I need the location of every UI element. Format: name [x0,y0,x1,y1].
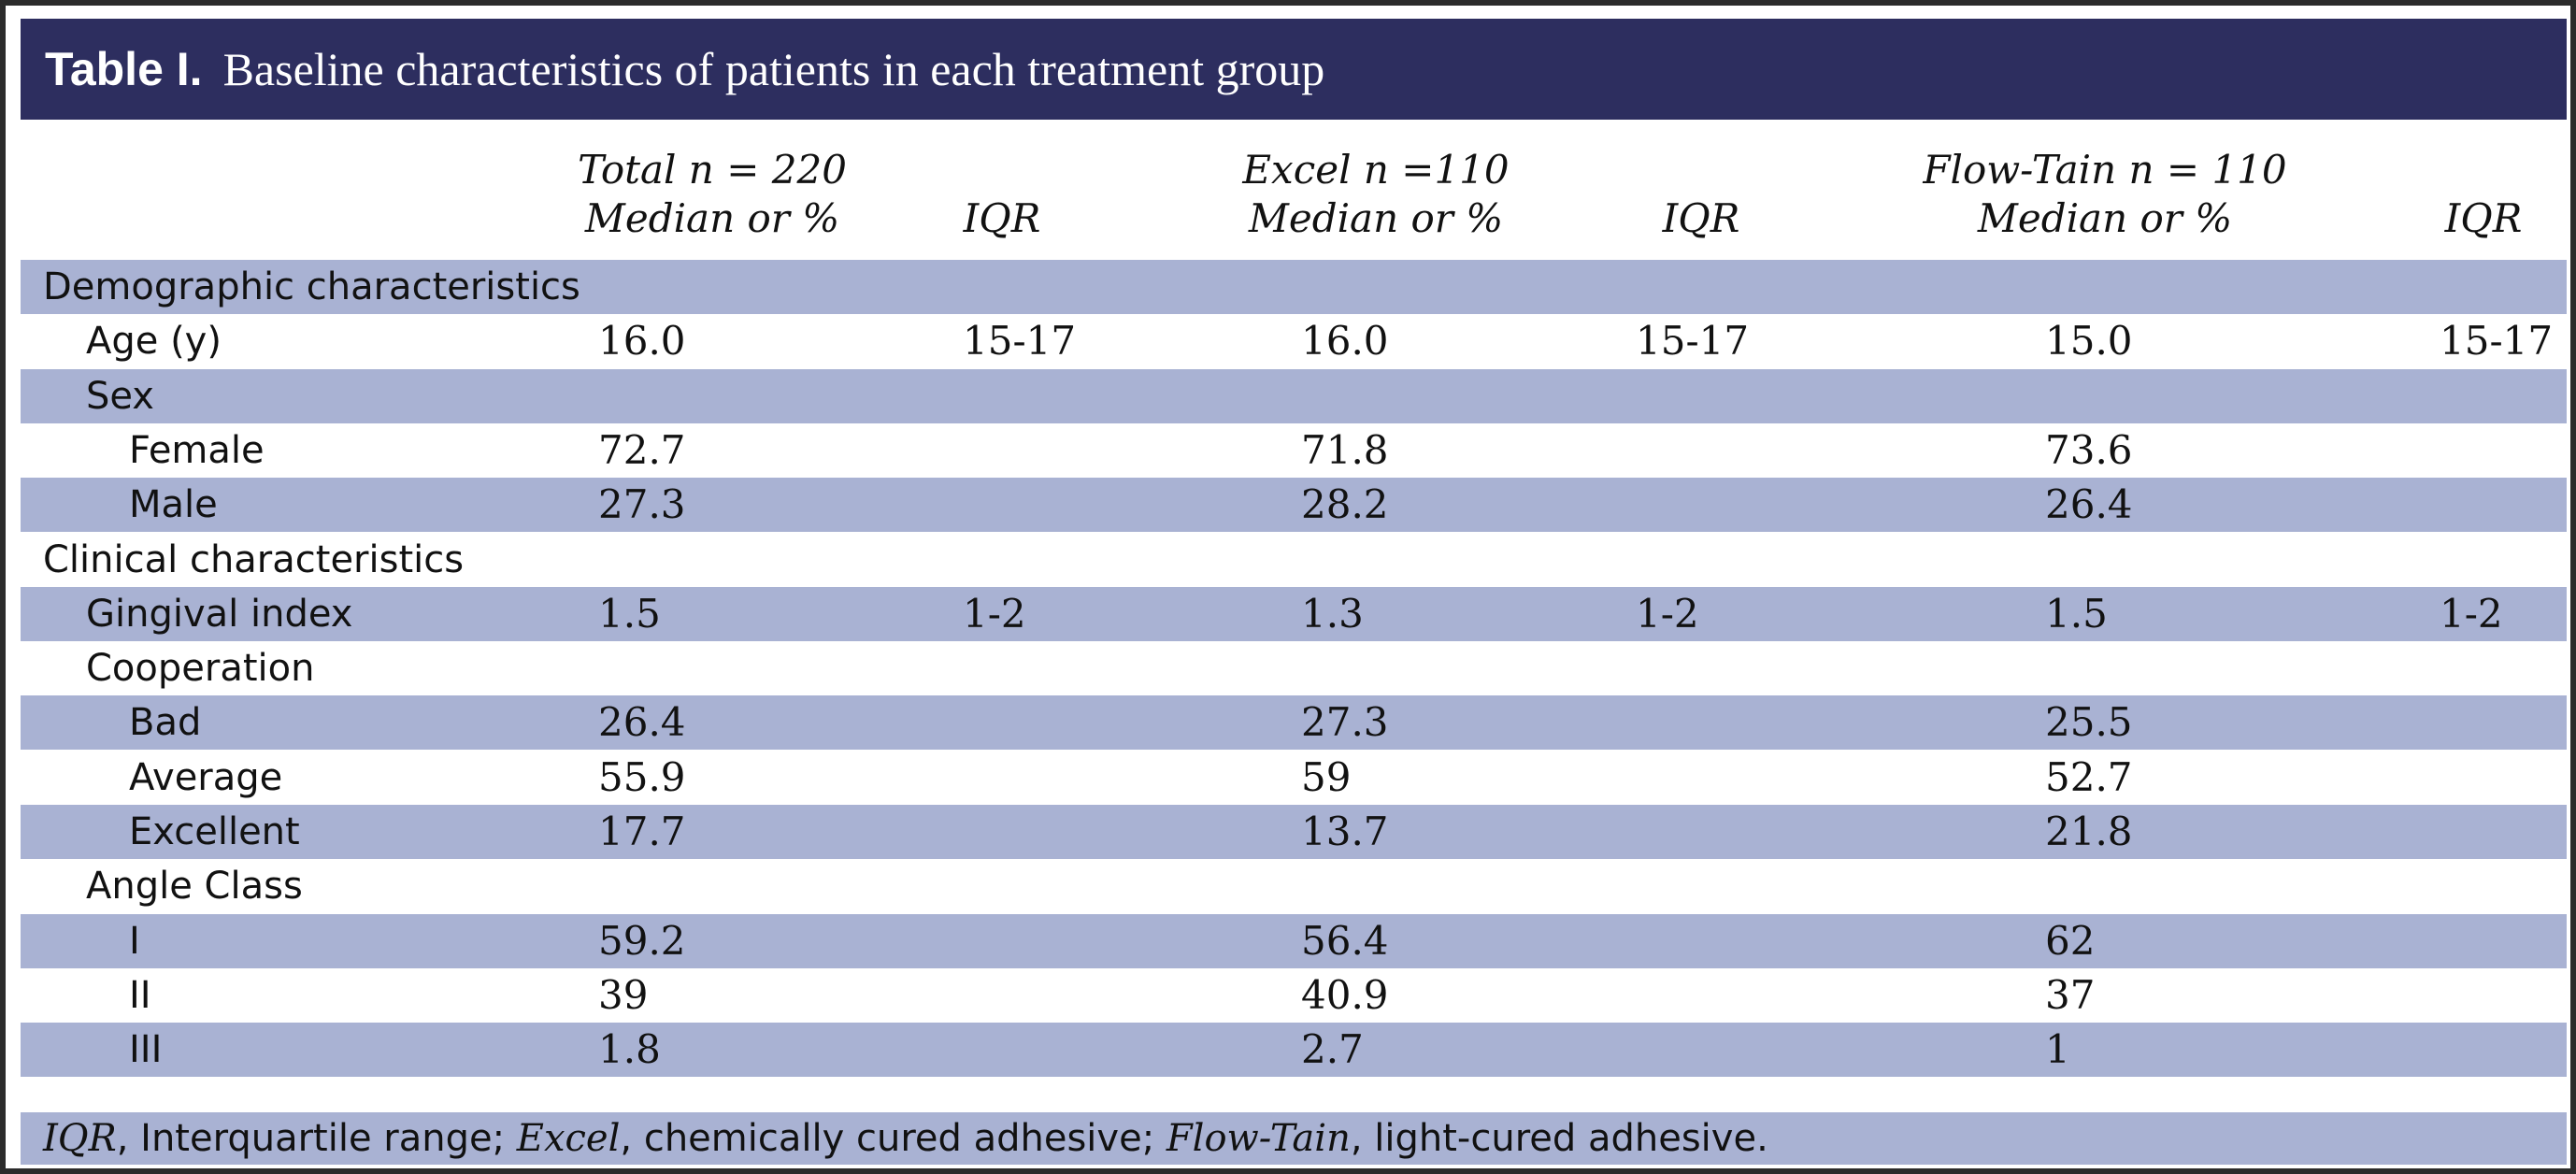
cell-excel-iqr: 15-17 [1636,318,1750,365]
cell-flow: 73.6 [2045,426,2133,473]
cell-flow: 1 [2045,1026,2070,1073]
cell-total: 55.9 [598,753,686,800]
cell-total-iqr: 1-2 [963,590,1026,637]
table-row: Male 27.3 28.2 26.4 [21,478,2567,533]
row-label: Demographic characteristics [43,265,580,308]
row-label: Gingival index [86,592,353,636]
header-flow: Flow-Tain n = 110 Median or % [1899,146,2311,243]
table-header: Total n = 220 Median or % IQR Excel n =1… [21,146,2567,258]
table-label: Table I. [45,43,203,95]
footnote-def-excel: , chemically cured adhesive; [620,1117,1166,1160]
cell-flow: 62 [2045,917,2096,964]
cell-total: 72.7 [598,426,686,473]
cell-excel: 28.2 [1301,481,1389,528]
table-row: Sex [21,368,2567,423]
cell-excel: 13.7 [1301,809,1389,854]
row-label: III [129,1028,163,1072]
cell-flow: 15.0 [2045,318,2133,365]
header-total-iqr: IQR [963,195,1041,241]
table-row: Average 55.9 59 52.7 [21,751,2567,805]
footnote-abbr-flow: Flow-Tain [1166,1117,1351,1160]
row-label: II [129,973,151,1017]
cell-excel: 71.8 [1301,426,1389,473]
table-row: Demographic characteristics [21,260,2567,314]
table-row: Excellent 17.7 13.7 21.8 [21,805,2567,859]
header-flow-iqr: IQR [2444,195,2523,241]
table-row: Gingival index 1.5 1-2 1.3 1-2 1.5 1-2 [21,586,2567,641]
cell-excel: 56.4 [1301,917,1389,964]
header-flow-line1: Flow-Tain n = 110 [1923,147,2287,193]
table-row: Bad 26.4 27.3 25.5 [21,695,2567,751]
row-label: Clinical characteristics [43,537,465,581]
footnote-abbr-iqr: IQR [43,1117,117,1160]
table-title: Baseline characteristics of patients in … [222,43,1325,95]
cell-flow: 37 [2045,971,2096,1018]
cell-flow: 25.5 [2045,699,2133,746]
row-label: Excellent [129,810,300,853]
cell-excel: 27.3 [1301,699,1389,746]
cell-excel: 40.9 [1301,971,1389,1018]
cell-total: 26.4 [598,699,686,746]
table-row: Cooperation [21,641,2567,695]
cell-flow-iqr: 15-17 [2440,318,2554,365]
header-total-line1: Total n = 220 [578,147,847,193]
cell-total-iqr: 15-17 [963,318,1077,365]
cell-excel: 59 [1301,753,1352,800]
cell-total: 1.5 [598,590,661,637]
table-row: Female 72.7 71.8 73.6 [21,423,2567,478]
table-row: III 1.8 2.7 1 [21,1023,2567,1078]
row-label: Female [129,428,265,472]
header-total: Total n = 220 Median or % [516,146,909,243]
row-label: Bad [129,701,202,745]
cell-excel: 1.3 [1301,590,1364,637]
cell-total: 59.2 [598,917,686,964]
footnote-def-flow: , light-cured adhesive. [1350,1117,1768,1160]
header-excel-line1: Excel n =110 [1242,147,1510,193]
cell-total: 39 [598,971,649,1018]
table-row: Age (y) 16.0 15-17 16.0 15-17 15.0 15-17 [21,314,2567,368]
table-title-bar: Table I. Baseline characteristics of pat… [21,19,2567,120]
row-label: Average [129,755,283,799]
table-row: I 59.2 56.4 62 [21,913,2567,968]
row-label: I [129,919,140,963]
row-label: Male [129,483,218,527]
cell-total: 17.7 [598,809,686,854]
header-flow-line2: Median or % [1977,195,2233,241]
header-excel: Excel n =110 Median or % [1180,146,1572,243]
table-row: II 39 40.9 37 [21,968,2567,1023]
table-row: Clinical characteristics [21,533,2567,587]
row-label: Sex [86,374,154,418]
cell-excel: 2.7 [1301,1026,1364,1073]
cell-excel-iqr: 1-2 [1636,590,1699,637]
table-row: Angle Class [21,859,2567,913]
footnote-def-iqr: , Interquartile range; [116,1117,517,1160]
cell-flow: 52.7 [2045,753,2133,800]
cell-flow-iqr: 1-2 [2440,590,2503,637]
row-label: Angle Class [86,865,303,909]
header-excel-iqr: IQR [1662,195,1740,241]
cell-total: 16.0 [598,318,686,365]
cell-flow: 1.5 [2045,590,2108,637]
row-label: Cooperation [86,647,315,691]
footnote-abbr-excel: Excel [516,1117,621,1160]
cell-total: 1.8 [598,1026,661,1073]
table-footnote: IQR, Interquartile range; Excel, chemica… [21,1112,2567,1165]
cell-excel: 16.0 [1301,318,1389,365]
header-excel-line2: Median or % [1248,195,1504,241]
header-total-line2: Median or % [584,195,840,241]
cell-flow: 21.8 [2045,809,2133,854]
row-label: Age (y) [86,320,222,364]
cell-flow: 26.4 [2045,481,2133,528]
cell-total: 27.3 [598,481,686,528]
